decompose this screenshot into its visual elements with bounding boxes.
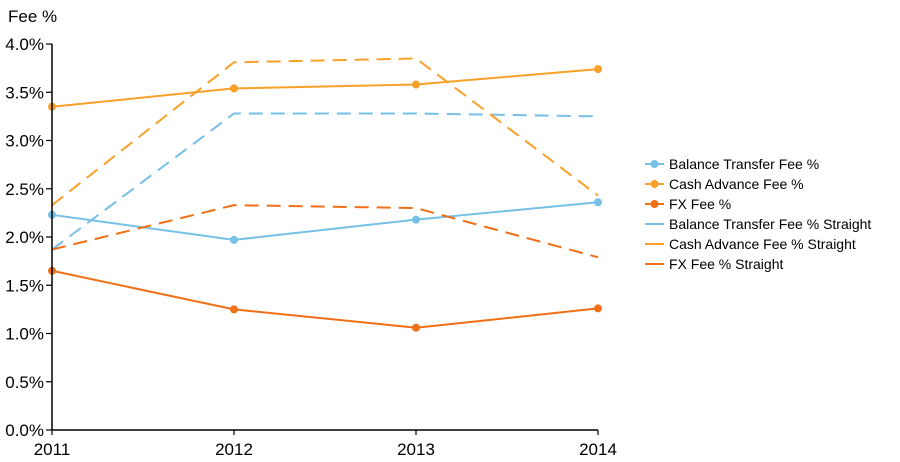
series-line-3 [51, 269, 599, 329]
legend: Balance Transfer Fee % Cash Advance Fee %… [645, 156, 871, 272]
series-line-5 [51, 57, 599, 206]
series-line-6 [51, 204, 599, 259]
data-point [230, 235, 238, 244]
legend-marker [650, 200, 659, 208]
x-tick-label: 2014 [579, 440, 617, 459]
legend-label: FX Fee % [669, 196, 731, 212]
y-tick-label: 3.0% [5, 132, 44, 151]
data-point [230, 84, 238, 93]
data-point [412, 215, 420, 224]
legend-label: FX Fee % Straight [669, 256, 783, 272]
y-tick-label: 1.5% [5, 276, 44, 295]
data-point [594, 65, 602, 74]
y-axis-title: Fee % [8, 7, 57, 26]
data-point [594, 304, 602, 313]
x-tick-label: 2012 [215, 440, 253, 459]
y-tick-label: 0.0% [5, 421, 44, 440]
data-point [412, 323, 420, 332]
legend-label: Balance Transfer Fee % Straight [669, 216, 871, 232]
series-line-4 [51, 112, 599, 251]
legend-marker [650, 180, 659, 188]
data-point [594, 198, 602, 207]
data-point [412, 80, 420, 89]
legend-label: Balance Transfer Fee % [669, 156, 819, 172]
legend-label: Cash Advance Fee % [669, 176, 804, 192]
y-tick-label: 1.0% [5, 325, 44, 344]
y-tick-label: 0.5% [5, 373, 44, 392]
y-tick-label: 2.5% [5, 180, 44, 199]
legend-label: Cash Advance Fee % Straight [669, 236, 856, 252]
x-axis-ticks: 2011 2012 2013 2014 [34, 430, 617, 459]
plot-area [48, 57, 602, 332]
legend-marker [650, 160, 659, 168]
series-line-2 [51, 68, 599, 108]
data-point [230, 305, 238, 314]
y-tick-label: 2.0% [5, 228, 44, 247]
y-tick-label: 4.0% [5, 35, 44, 54]
x-tick-label: 2011 [34, 440, 71, 459]
x-tick-label: 2013 [397, 440, 435, 459]
y-axis-ticks: 0.0% 0.5% 1.0% 1.5% 2.0% 2.5% 3.0% 3.5% 4.0% [5, 35, 52, 440]
y-tick-label: 3.5% [5, 83, 44, 102]
